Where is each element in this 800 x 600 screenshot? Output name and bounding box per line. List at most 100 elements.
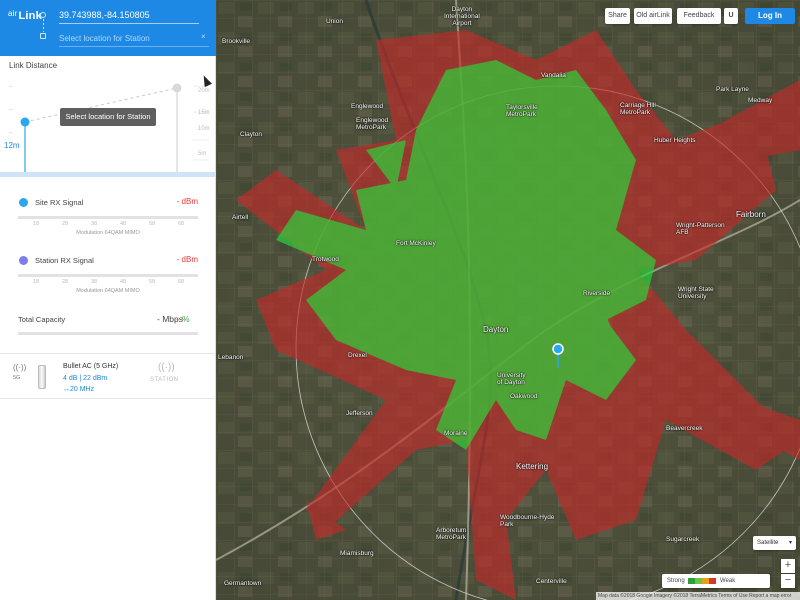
- total-capacity-label: Total Capacity: [18, 315, 66, 324]
- height-tick: 15m: [198, 110, 210, 116]
- station-signal-icon: [19, 256, 28, 265]
- airlink-logo: airLink: [8, 9, 42, 22]
- place-label: Carriage Hill MetroPark: [620, 102, 656, 116]
- place-label: University of Dayton: [497, 372, 526, 386]
- height-tick: 10m: [198, 126, 210, 132]
- device-name[interactable]: Bullet AC (5 GHz): [63, 363, 119, 370]
- place-label: Airtell: [232, 214, 249, 221]
- radio-icon: ((·)): [13, 363, 27, 372]
- place-label: Sugarcreek: [666, 536, 700, 543]
- radio-band: 5G: [13, 375, 21, 381]
- zoom-in-button[interactable]: +: [781, 559, 795, 573]
- place-label: Oakwood: [510, 393, 538, 400]
- site-modulation: Modulation 64QAM MIMO: [76, 230, 140, 236]
- site-pin-icon: [40, 12, 46, 18]
- station-pin-icon: [40, 33, 46, 39]
- profile-terrain-bar: [0, 172, 216, 177]
- station-radio-icon: ((·)): [158, 362, 175, 373]
- site-coordinates-field[interactable]: 39.743988,-84.150805: [59, 10, 199, 24]
- site-rx-signal-label: Site RX Signal: [35, 198, 84, 207]
- place-label: Miamisburg: [340, 550, 374, 557]
- place-label: Union: [326, 18, 343, 25]
- place-label: Englewood MetroPark: [356, 117, 389, 131]
- place-label: Arboretum MetroPark: [436, 527, 467, 541]
- place-label: Beavercreek: [666, 425, 703, 432]
- legend-swatch: [695, 578, 702, 584]
- select-station-tooltip: Select location for Station: [60, 108, 156, 126]
- link-path-line: [24, 87, 178, 123]
- station-signal-track: [18, 274, 198, 277]
- place-label: Drexel: [348, 352, 367, 359]
- place-label: Riverside: [583, 290, 611, 297]
- site-location-marker: [552, 343, 564, 368]
- place-label: Dayton International Airport: [444, 6, 480, 27]
- height-tick: 20m: [198, 88, 210, 94]
- place-label: Germantown: [224, 580, 262, 587]
- site-rx-signal-value: - dBm: [176, 197, 198, 206]
- place-label: Centerville: [536, 578, 567, 585]
- station-modulation: Modulation 64QAM MIMO: [76, 288, 140, 294]
- total-capacity-value: - Mbps: [157, 314, 183, 324]
- chevron-down-icon: ▾: [788, 540, 792, 546]
- place-label: Kettering: [516, 462, 549, 471]
- legend-swatch: [702, 578, 709, 584]
- place-label: Wright-Patterson AFB: [676, 222, 725, 236]
- legend-weak-label: Weak: [720, 578, 736, 584]
- station-marker-icon: [172, 83, 182, 93]
- total-capacity-pct-sep: -: [176, 314, 179, 324]
- site-signal-track: [18, 216, 198, 219]
- place-label: Fort McKinley: [396, 240, 436, 247]
- legend-strong-label: Strong: [667, 578, 685, 584]
- station-location-input[interactable]: [59, 31, 209, 47]
- site-marker-icon: [20, 117, 30, 127]
- top-bar: airLink 39.743988,-84.150805 ×: [0, 0, 216, 56]
- legend-swatch: [688, 578, 695, 584]
- place-label: Vandalia: [541, 72, 566, 79]
- signal-and-edit-icons[interactable]: ⊿ ✎: [739, 576, 755, 585]
- map-attribution: Map data ©2018 Google Imagery ©2018 Terr…: [596, 592, 800, 600]
- place-label: Brookville: [222, 38, 251, 45]
- place-label: Wright State University: [678, 286, 714, 300]
- height-tick-left: –: [9, 107, 13, 113]
- place-label: Huber Heights: [654, 137, 696, 144]
- station-rx-signal-label: Station RX Signal: [35, 256, 94, 265]
- device-channel-width[interactable]: ↔20 MHz: [63, 386, 95, 393]
- total-capacity-pct: %: [182, 314, 190, 324]
- legend-swatch: [709, 578, 716, 584]
- coverage-map[interactable]: Dayton International Airport Taylorsville M…: [216, 0, 800, 600]
- site-signal-icon: [19, 198, 28, 207]
- link-distance-title: Link Distance: [9, 61, 58, 70]
- height-tick: 5m: [198, 151, 207, 157]
- place-label: Woodbourne-Hyde Park: [500, 514, 555, 528]
- height-tick-left: –: [9, 130, 13, 136]
- signal-legend: Strong Weak: [662, 574, 770, 588]
- place-label: Medway: [748, 97, 773, 104]
- zoom-out-button[interactable]: −: [781, 574, 795, 588]
- place-label: Jefferson: [346, 410, 373, 417]
- place-label: Englewood: [351, 103, 384, 110]
- share-button[interactable]: Share: [605, 8, 630, 24]
- map-type-select[interactable]: Satellite ▾: [753, 536, 796, 550]
- capacity-track: [18, 332, 198, 335]
- login-button[interactable]: Log In: [745, 8, 795, 24]
- place-label: Dayton: [483, 325, 509, 334]
- place-label: Fairborn: [736, 210, 766, 219]
- satellite-imagery: [216, 0, 800, 600]
- magnet-icon[interactable]: U: [724, 8, 738, 24]
- link-profile-chart: [20, 83, 209, 174]
- site-height-label: 12m: [4, 141, 20, 150]
- feedback-button[interactable]: Feedback: [677, 8, 721, 24]
- place-label: Park Layne: [716, 86, 749, 93]
- device-section[interactable]: ((·)) 5G Bullet AC (5 GHz) 4 dB | 22 dBm…: [0, 353, 216, 399]
- old-airlink-button[interactable]: Old airLink: [634, 8, 672, 24]
- place-label: Trotwood: [312, 256, 339, 263]
- device-specs[interactable]: 4 dB | 22 dBm: [63, 375, 108, 382]
- height-tick-left: –: [9, 84, 13, 90]
- place-label: Moraine: [444, 430, 468, 437]
- clear-icon[interactable]: ×: [201, 32, 206, 41]
- bullet-ac-device-icon: [38, 365, 46, 389]
- place-label: Taylorsville MetroPark: [506, 104, 538, 118]
- place-label: Lebanon: [218, 354, 244, 361]
- station-device-label[interactable]: STATION: [150, 377, 179, 383]
- link-line-icon: [42, 19, 44, 32]
